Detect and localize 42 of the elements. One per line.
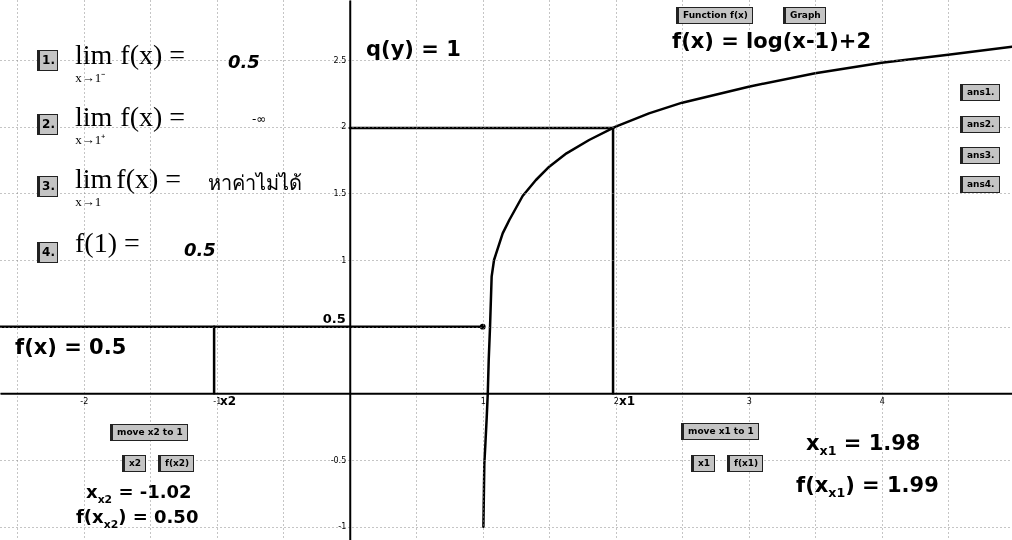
x-tick-label: 1 <box>480 396 486 406</box>
annotation: q(y) = 1 <box>366 37 461 62</box>
button: f(x2) <box>158 455 195 472</box>
y-tick-label: 1 <box>341 255 347 265</box>
button: Graph <box>783 7 826 24</box>
annotation: x$_{x2}$ = -1.02 <box>86 481 192 506</box>
y-tick-label: 2.5 <box>333 55 347 65</box>
annotation: x2 <box>220 394 237 409</box>
button: 2. <box>37 114 58 135</box>
annotation: 0.5 <box>322 310 346 326</box>
annotation: 0.5 <box>184 239 216 260</box>
annotation: f(x) = log(x-1)+2 <box>672 29 872 54</box>
annotation: f(x$_{x1}$) = 1.99 <box>796 473 939 501</box>
button: x1 <box>691 455 716 472</box>
button: move x1 to 1 <box>681 423 759 440</box>
button: move x2 to 1 <box>110 424 188 441</box>
annotation: f(x) = 0.5 <box>15 335 127 360</box>
annotation: x1 <box>619 394 636 409</box>
x-tick-label: 4 <box>879 396 885 406</box>
button: f(x1) <box>727 455 764 472</box>
button: 1. <box>37 50 58 71</box>
button: 3. <box>37 176 58 197</box>
button: ans1. <box>960 84 1000 101</box>
annotation: หาค่าไม่ได้ <box>208 171 302 195</box>
annotation: -∞ <box>252 112 267 127</box>
y-tick-label: -0.5 <box>330 455 347 465</box>
x-tick-label: -2 <box>80 396 89 406</box>
annotation: 0.5 <box>228 51 260 72</box>
annotation: x$_{x1}$ = 1.98 <box>806 431 921 459</box>
y-tick-label: 1.5 <box>333 188 347 198</box>
button: 4. <box>37 242 58 263</box>
x-tick-label: 3 <box>746 396 752 406</box>
x-tick-label: 2 <box>613 396 619 406</box>
y-tick-label: -1 <box>338 522 347 532</box>
annotation: f(x$_{x2}$) = 0.50 <box>76 506 199 531</box>
button: ans2. <box>960 116 1000 133</box>
annotation: f(1) = <box>75 227 140 259</box>
y-tick-label: 2 <box>341 122 347 132</box>
button: x2 <box>122 455 147 472</box>
button: Function f(x) <box>676 7 753 24</box>
button: ans3. <box>960 147 1000 164</box>
button: ans4. <box>960 176 1000 193</box>
